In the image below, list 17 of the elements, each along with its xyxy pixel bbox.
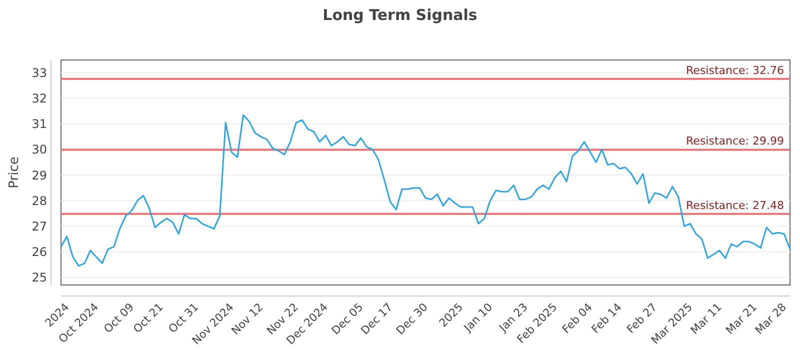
y-tick-label: 30 <box>32 142 47 157</box>
y-tick-label: 27 <box>32 219 47 234</box>
y-tick-label: 26 <box>32 244 47 259</box>
y-tick-label: 32 <box>32 92 47 106</box>
ref-line-label: Resistance: 27.48 <box>686 198 784 212</box>
y-tick-label: 29 <box>32 168 47 182</box>
chart-title: Long Term Signals <box>322 6 478 24</box>
x-tick-label: Jan 10 <box>460 300 496 335</box>
line-series <box>60 114 791 267</box>
y-axis-title: Price <box>7 156 22 188</box>
y-tick-label: 33 <box>32 66 47 80</box>
y-tick-label: 25 <box>32 270 47 285</box>
ref-line-label: Resistance: 32.76 <box>686 64 784 77</box>
x-tick-label: Dec 30 <box>394 300 430 338</box>
y-tick-label: 28 <box>32 194 47 208</box>
ref-line-label: Resistance: 29.99 <box>686 134 784 148</box>
y-tick-label: 31 <box>32 117 47 132</box>
